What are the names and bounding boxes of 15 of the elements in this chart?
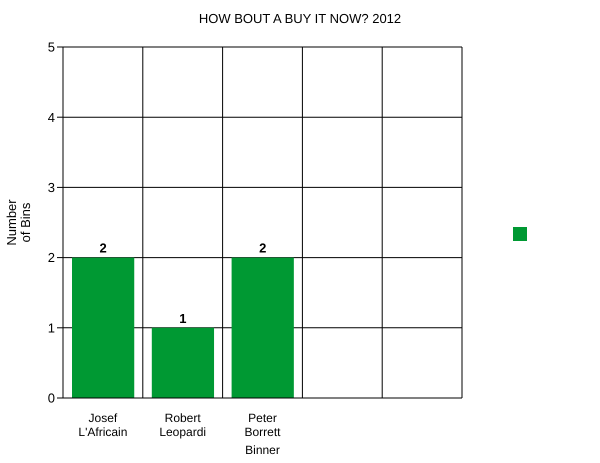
x-tick-label: Josef L'Africain [78,411,128,439]
data-label: 2 [259,240,266,256]
data-label: 1 [179,310,187,326]
y-tick-label: 0 [48,390,55,406]
x-tick-label: Robert Leopardi [159,411,206,439]
y-axis-title: Number of Bins [4,198,33,246]
y-tick-label: 4 [48,110,55,125]
y-tick-label: 3 [48,180,55,196]
y-tick-label: 5 [48,40,55,55]
y-tick-label: 2 [48,250,55,266]
data-label: 2 [100,240,107,256]
x-tick-label: Peter Borrett [244,411,282,439]
y-tick-label: 1 [48,320,55,336]
x-axis-title: Binner [244,443,281,457]
chart-title: HOW BOUT A BUY IT NOW? 2012 [198,11,402,26]
